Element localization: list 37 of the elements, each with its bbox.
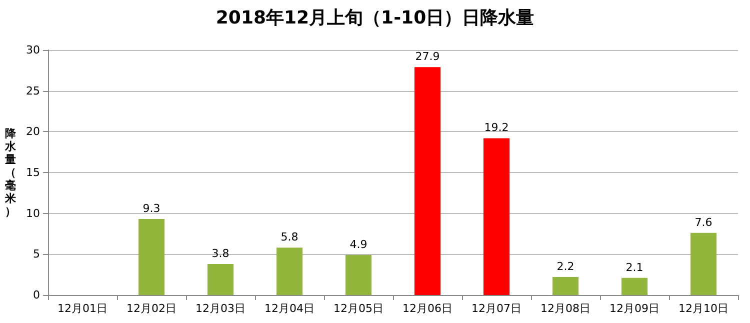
data-label: 5.8	[280, 230, 298, 244]
x-tick-label: 12月01日	[58, 302, 108, 315]
bar	[484, 138, 510, 295]
x-tick-label: 12月10日	[678, 302, 728, 315]
data-label: 7.6	[694, 216, 712, 229]
y-tick-label: 15	[26, 166, 40, 179]
data-label: 2.1	[626, 260, 644, 274]
bar	[414, 67, 440, 295]
data-label: 9.3	[142, 202, 160, 216]
bar	[276, 248, 302, 295]
y-tick-label: 10	[26, 206, 40, 220]
x-tick-label: 12月08日	[540, 302, 590, 315]
data-label: 3.8	[212, 246, 230, 260]
bar	[552, 277, 578, 295]
data-label: 4.9	[350, 238, 368, 251]
x-tick-label: 12月06日	[402, 302, 452, 315]
data-label: 2.2	[556, 260, 574, 274]
y-tick-label: 0	[33, 288, 40, 302]
y-tick-label: 20	[26, 125, 40, 138]
x-tick-label: 12月07日	[472, 302, 522, 315]
data-label: 27.9	[415, 50, 440, 64]
x-tick-label: 12月02日	[126, 302, 176, 315]
x-tick-label: 12月03日	[196, 302, 246, 315]
bar	[346, 254, 372, 295]
bar	[138, 219, 164, 295]
bar	[690, 232, 716, 295]
y-axis-title: 降水量（毫米）	[4, 127, 17, 218]
bar	[622, 278, 648, 295]
y-tick-label: 30	[26, 44, 40, 56]
y-tick-label: 25	[26, 84, 40, 98]
x-tick-label: 12月05日	[334, 302, 384, 315]
x-tick-label: 12月04日	[264, 302, 314, 315]
chart-title: 2018年12月上旬（1-10日）日降水量	[216, 8, 534, 28]
x-tick-label: 12月09日	[610, 302, 660, 315]
y-tick-label: 5	[33, 248, 40, 261]
bar	[208, 264, 234, 295]
data-label: 19.2	[484, 121, 509, 134]
